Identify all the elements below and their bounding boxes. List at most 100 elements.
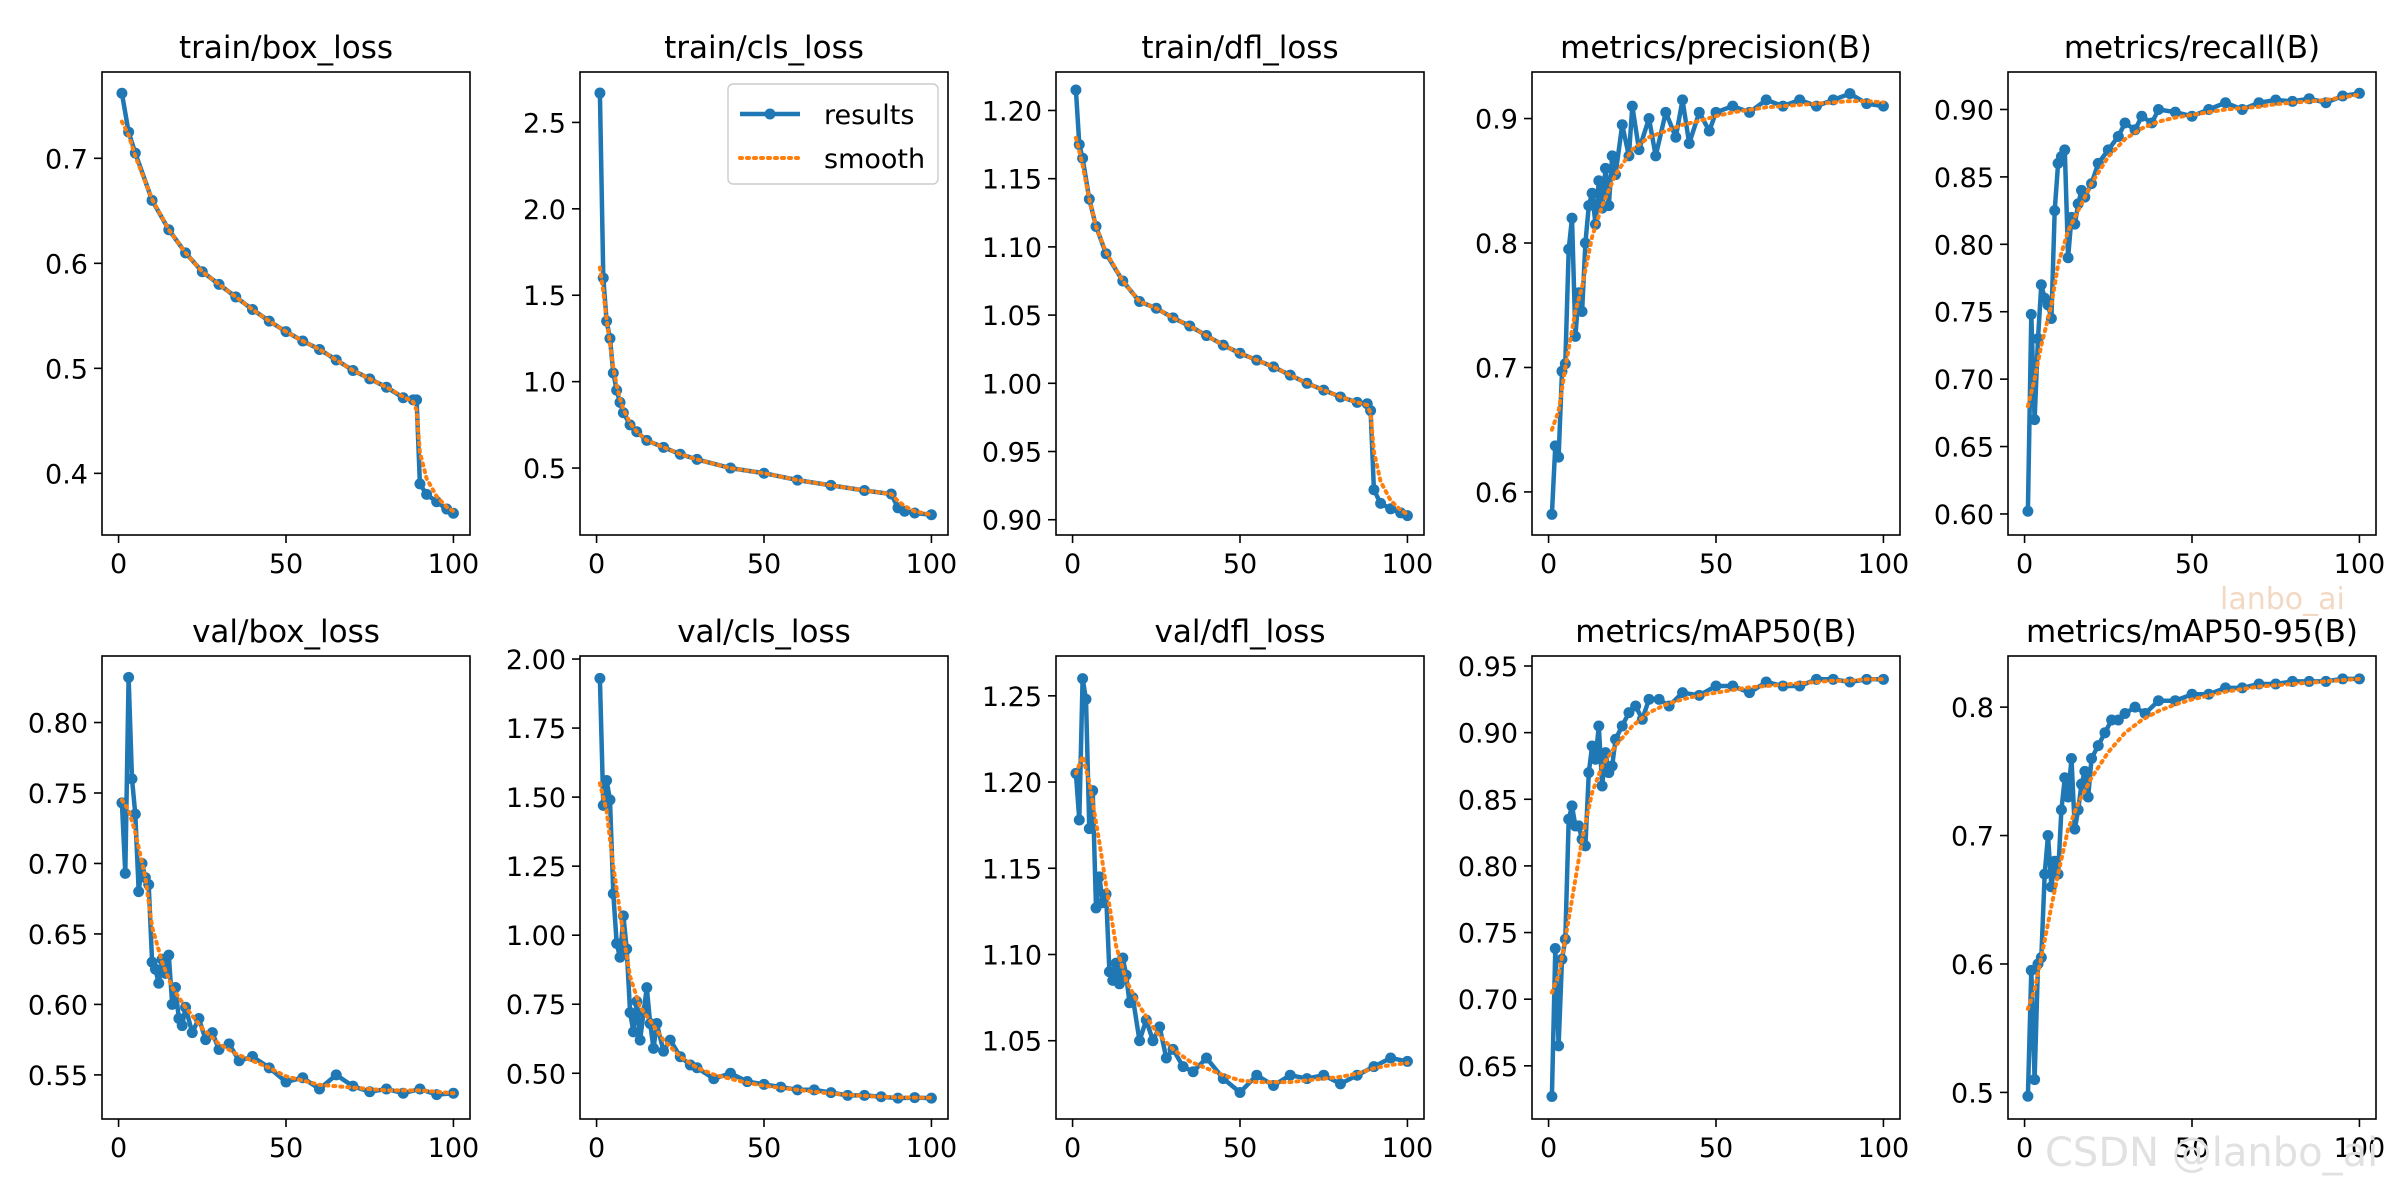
- y-tick-label: 1.15: [982, 165, 1042, 196]
- results-point: [1633, 144, 1645, 156]
- y-tick-label: 0.6: [1951, 950, 1994, 981]
- results-point: [1113, 978, 1125, 990]
- x-tick-label: 100: [1382, 549, 1434, 580]
- results-point: [1187, 1066, 1199, 1078]
- results-point: [611, 937, 623, 949]
- y-tick-label: 0.50: [506, 1059, 566, 1090]
- results-point: [1683, 137, 1695, 149]
- results-point: [1368, 484, 1380, 496]
- results-point: [1589, 753, 1601, 765]
- results-point: [223, 1038, 235, 1050]
- results-point: [431, 496, 443, 508]
- x-tick-label: 50: [2175, 549, 2209, 580]
- results-point: [116, 87, 128, 99]
- smooth-line: [597, 781, 934, 1100]
- results-point: [280, 1076, 292, 1088]
- y-tick-label: 0.7: [45, 144, 88, 175]
- y-tick-label: 0.75: [1458, 919, 1518, 950]
- results-point: [1103, 966, 1115, 978]
- results-point: [1154, 1021, 1166, 1033]
- y-tick-label: 1.05: [982, 301, 1042, 332]
- results-point: [1794, 94, 1806, 106]
- subplot-title: metrics/recall(B): [2064, 30, 2320, 66]
- y-tick-label: 0.85: [1458, 785, 1518, 816]
- results-point: [1643, 113, 1655, 125]
- y-tick-label: 0.8: [1475, 229, 1518, 260]
- results-point: [2119, 708, 2131, 720]
- results-point: [1743, 687, 1755, 699]
- results-point: [2049, 855, 2061, 867]
- results-point: [925, 509, 937, 521]
- subplot-7: val/cls_loss 0 50 100 0.50 0.75 1.00 1.25 1.50 1.…: [506, 614, 957, 1164]
- results-point: [1623, 707, 1635, 719]
- legend-results-label: results: [824, 100, 914, 131]
- results-point: [594, 87, 606, 99]
- results-point: [1375, 497, 1387, 509]
- results-line: [119, 92, 455, 516]
- x-tick-label: 50: [269, 549, 303, 580]
- results-point: [1073, 814, 1085, 826]
- results-point: [2069, 823, 2081, 835]
- y-tick-label: 0.65: [1458, 1052, 1518, 1083]
- x-tick-label: 100: [906, 1133, 958, 1164]
- y-tick-label: 2.00: [506, 645, 566, 676]
- results-point: [627, 1026, 639, 1038]
- smooth-line: [1073, 135, 1410, 517]
- results-point: [1070, 84, 1082, 96]
- smooth-line: [119, 798, 456, 1096]
- y-tick-label: 0.9: [1475, 105, 1518, 136]
- results-point: [2022, 505, 2034, 517]
- results-point: [1385, 503, 1397, 515]
- x-tick-label: 50: [269, 1133, 303, 1164]
- results-point: [1147, 1035, 1159, 1047]
- y-tick-label: 0.80: [1458, 852, 1518, 883]
- results-point: [414, 478, 426, 490]
- y-tick-label: 0.90: [1458, 719, 1518, 750]
- y-tick-label: 1.5: [523, 281, 566, 312]
- results-point: [1616, 119, 1628, 131]
- results-point: [1160, 1052, 1172, 1064]
- subplot-title: train/cls_loss: [664, 30, 864, 66]
- x-tick-label: 50: [1223, 549, 1257, 580]
- subplot-3: train/dfl_loss 0 50 100 0.90 0.95 1.00 1.05 1.10…: [982, 30, 1433, 580]
- axes-frame: [579, 655, 949, 1120]
- smooth-line: [2025, 92, 2362, 409]
- results-point: [2169, 106, 2181, 118]
- results-point: [2219, 97, 2231, 109]
- smooth-line: [1549, 99, 1886, 432]
- results-point: [2099, 727, 2111, 739]
- results-line: [2025, 91, 2360, 512]
- subplot-6: val/box_loss 0 50 100 0.55 0.60 0.65 0.70 0.75 0.…: [28, 614, 479, 1164]
- results-point: [2153, 103, 2165, 115]
- subplot-1: train/box_loss 0 50 100 0.4 0.5 0.6 0.7: [45, 30, 479, 580]
- axes-frame: [101, 71, 471, 536]
- y-tick-label: 1.25: [506, 852, 566, 883]
- x-tick-label: 0: [110, 1133, 127, 1164]
- x-tick-label: 50: [1699, 549, 1733, 580]
- results-point: [1563, 243, 1575, 255]
- x-tick-label: 100: [906, 549, 958, 580]
- results-point: [1606, 150, 1618, 162]
- results-point: [2136, 110, 2148, 122]
- results-line: [1549, 91, 1884, 515]
- x-tick-label: 0: [1064, 549, 1081, 580]
- y-tick-label: 1.00: [506, 921, 566, 952]
- results-point: [1599, 162, 1611, 174]
- y-tick-label: 0.95: [1458, 652, 1518, 683]
- results-point: [330, 1069, 342, 1081]
- results-point: [1710, 680, 1722, 692]
- y-tick-label: 0.80: [1934, 230, 1994, 261]
- results-point: [2062, 791, 2074, 803]
- results-point: [1077, 673, 1089, 685]
- y-tick-label: 0.4: [45, 459, 88, 490]
- y-tick-label: 0.7: [1475, 353, 1518, 384]
- results-point: [1650, 150, 1662, 162]
- results-point: [1727, 100, 1739, 112]
- results-point: [1877, 100, 1889, 112]
- x-tick-label: 100: [428, 549, 480, 580]
- results-point: [1630, 700, 1642, 712]
- x-tick-label: 50: [2175, 1133, 2209, 1164]
- results-point: [133, 886, 145, 898]
- results-point: [2029, 1074, 2041, 1086]
- axes-frame: [1055, 655, 1425, 1120]
